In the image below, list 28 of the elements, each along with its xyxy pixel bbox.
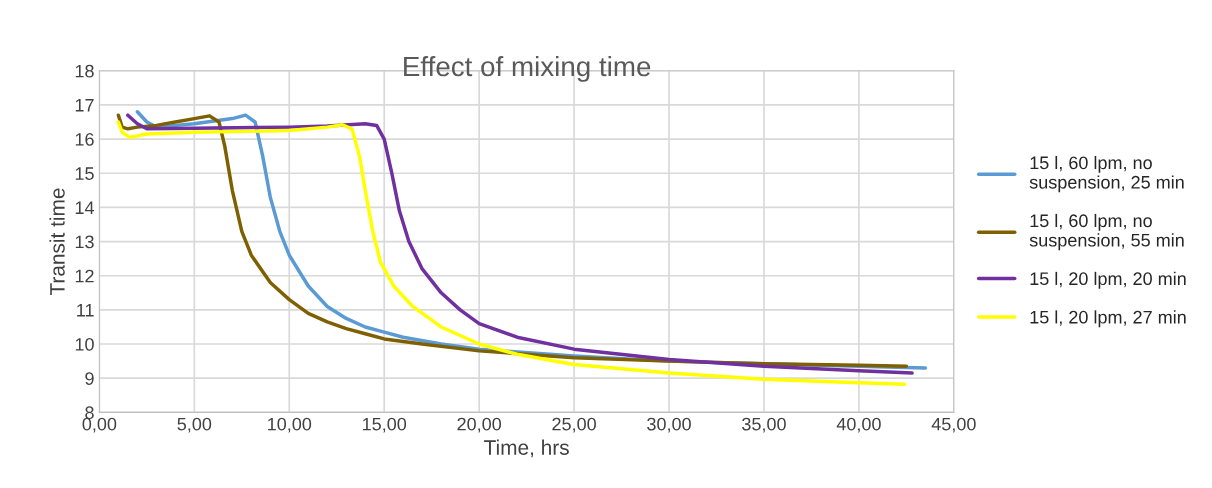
y-tick-label: 16 — [75, 133, 94, 146]
y-tick-label: 14 — [75, 201, 94, 214]
x-axis-title: Time, hrs — [484, 439, 569, 458]
x-tick-label: 10,00 — [268, 417, 312, 433]
x-tick-label: 40,00 — [836, 417, 881, 433]
x-tick-label: 5,00 — [177, 417, 212, 433]
legend-label: 15 l, 60 lpm, no suspension, 25 min — [1029, 155, 1184, 193]
y-tick-label: 11 — [77, 304, 94, 317]
x-tick-label: 45,00 — [931, 417, 976, 433]
x-tick-label: 20,00 — [457, 417, 502, 433]
y-tick-label: 17 — [75, 99, 94, 112]
x-tick-label: 30,00 — [647, 417, 691, 433]
legend-label: 15 l, 20 lpm, 20 min — [1030, 271, 1186, 289]
legend-label: 15 l, 60 lpm, no suspension, 55 min — [1029, 213, 1184, 251]
y-tick-label: 15 — [75, 167, 94, 180]
x-tick-label: 15,00 — [362, 417, 407, 433]
y-axis-title: Transit time — [49, 188, 65, 296]
chart-title: Effect of mixing time — [404, 55, 651, 82]
x-tick-label: 0,00 — [82, 417, 117, 433]
x-tick-label: 25,00 — [552, 417, 596, 433]
y-tick-label: 8 — [85, 406, 94, 420]
y-tick-label: 9 — [85, 372, 94, 385]
y-tick-label: 18 — [75, 64, 94, 78]
y-tick-label: 10 — [75, 337, 94, 351]
x-tick-label: 35,00 — [742, 417, 786, 433]
y-tick-label: 12 — [75, 269, 94, 283]
y-tick-label: 13 — [75, 235, 94, 249]
legend-label: 15 l, 20 lpm, 27 min — [1030, 310, 1186, 328]
